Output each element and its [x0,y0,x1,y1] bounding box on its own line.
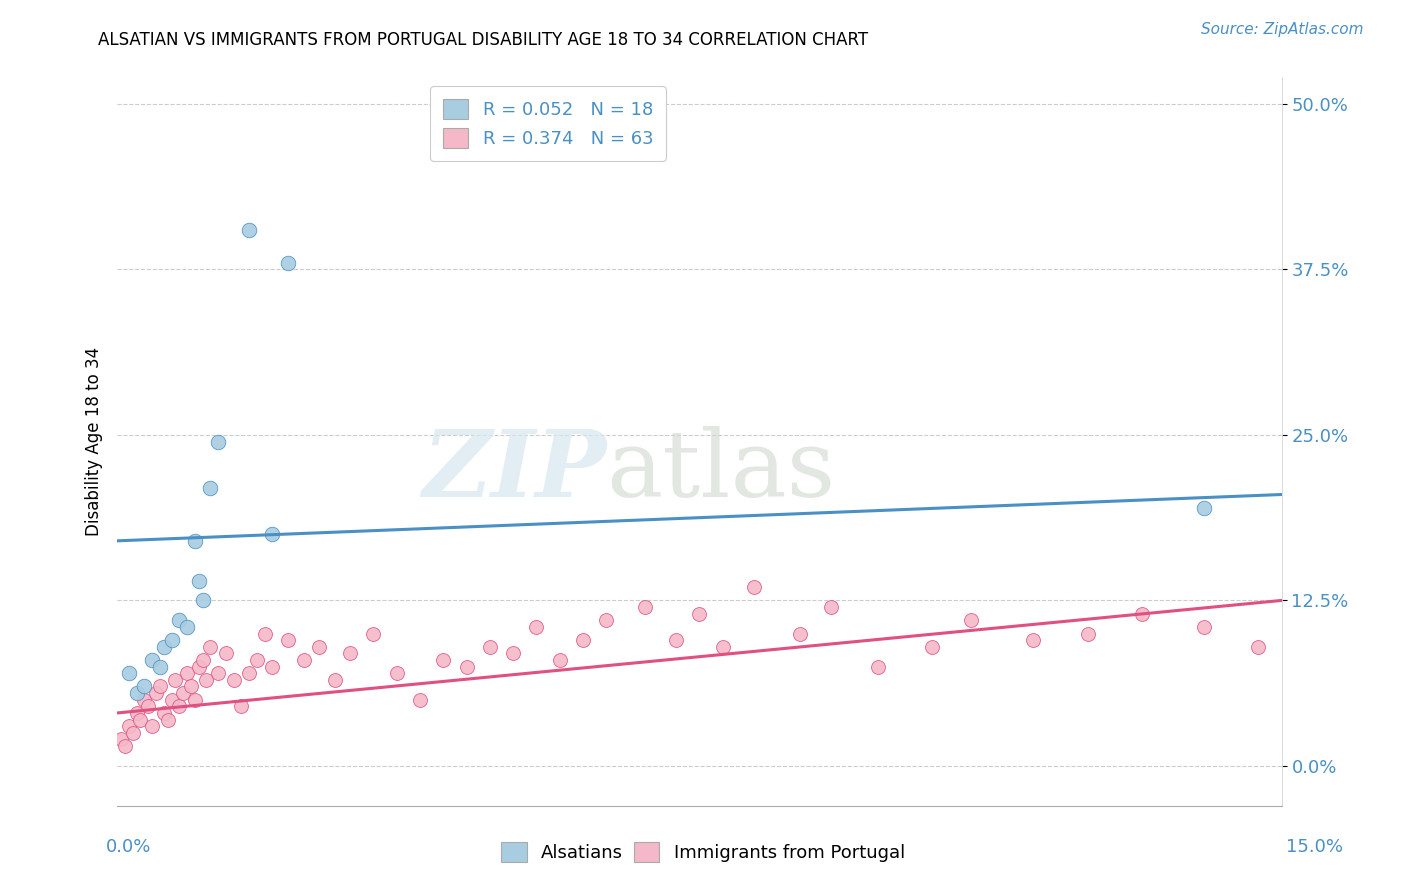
Point [308,640,330,654]
Point [200,640,222,654]
Point [665,633,688,648]
Point [207,666,229,681]
Point [191,653,214,667]
Text: atlas: atlas [606,425,835,516]
Point [176,666,198,681]
Text: 0.0%: 0.0% [105,838,150,855]
Text: ZIP: ZIP [422,425,606,516]
Point [207,434,229,449]
Point [129,713,152,727]
Point [125,706,148,720]
Point [187,574,209,588]
Point [141,653,163,667]
Point [160,692,183,706]
Point [572,633,595,648]
Text: 15.0%: 15.0% [1285,838,1343,855]
Point [134,680,156,694]
Point [432,653,454,667]
Point [238,666,260,681]
Point [323,673,346,687]
Point [149,680,172,694]
Point [215,646,238,660]
Point [231,699,253,714]
Point [742,580,765,594]
Point [187,659,209,673]
Point [634,600,657,615]
Legend: R = 0.052   N = 18, R = 0.374   N = 63: R = 0.052 N = 18, R = 0.374 N = 63 [430,87,666,161]
Point [195,673,218,687]
Point [921,640,943,654]
Point [121,726,143,740]
Point [1022,633,1045,648]
Y-axis label: Disability Age 18 to 34: Disability Age 18 to 34 [86,347,103,536]
Point [711,640,734,654]
Point [141,719,163,733]
Point [184,533,207,548]
Point [1192,500,1215,515]
Point [253,626,276,640]
Point [363,626,385,640]
Point [176,620,198,634]
Point [160,633,183,648]
Point [1077,626,1099,640]
Point [180,680,202,694]
Legend: Alsatians, Immigrants from Portugal: Alsatians, Immigrants from Portugal [494,835,912,870]
Point [149,659,172,673]
Point [262,659,284,673]
Point [502,646,524,660]
Point [118,666,141,681]
Point [548,653,571,667]
Point [134,692,156,706]
Point [136,699,159,714]
Point [1192,620,1215,634]
Point [152,706,174,720]
Point [172,686,194,700]
Point [960,613,983,627]
Point [866,659,889,673]
Point [156,713,179,727]
Point [110,732,132,747]
Point [222,673,245,687]
Point [277,256,299,270]
Point [114,739,136,753]
Point [409,692,432,706]
Point [246,653,269,667]
Point [145,686,167,700]
Point [169,699,191,714]
Point [478,640,501,654]
Point [277,633,299,648]
Point [339,646,361,660]
Point [191,593,214,607]
Point [118,719,141,733]
Point [152,640,174,654]
Point [456,659,478,673]
Point [165,673,187,687]
Point [526,620,548,634]
Point [385,666,408,681]
Point [292,653,315,667]
Text: Source: ZipAtlas.com: Source: ZipAtlas.com [1201,22,1364,37]
Point [125,686,148,700]
Point [688,607,710,621]
Text: ALSATIAN VS IMMIGRANTS FROM PORTUGAL DISABILITY AGE 18 TO 34 CORRELATION CHART: ALSATIAN VS IMMIGRANTS FROM PORTUGAL DIS… [98,31,869,49]
Point [789,626,811,640]
Point [184,692,207,706]
Point [262,527,284,541]
Point [169,613,191,627]
Point [595,613,617,627]
Point [1247,640,1270,654]
Point [238,223,260,237]
Point [200,481,222,495]
Point [1130,607,1153,621]
Point [820,600,842,615]
